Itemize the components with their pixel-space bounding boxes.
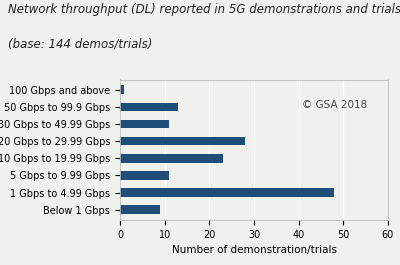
Bar — [120, 205, 160, 214]
Bar — [120, 86, 124, 94]
Bar — [120, 188, 334, 197]
Bar — [120, 103, 178, 111]
Bar — [120, 154, 223, 162]
Bar — [120, 171, 169, 180]
Text: Network throughput (DL) reported in 5G demonstrations and trials: Network throughput (DL) reported in 5G d… — [8, 3, 400, 16]
Text: (base: 144 demos/trials): (base: 144 demos/trials) — [8, 37, 152, 50]
Bar — [120, 137, 245, 145]
X-axis label: Number of demonstration/trials: Number of demonstration/trials — [172, 245, 336, 255]
Text: © GSA 2018: © GSA 2018 — [302, 100, 368, 110]
Bar — [120, 120, 169, 128]
